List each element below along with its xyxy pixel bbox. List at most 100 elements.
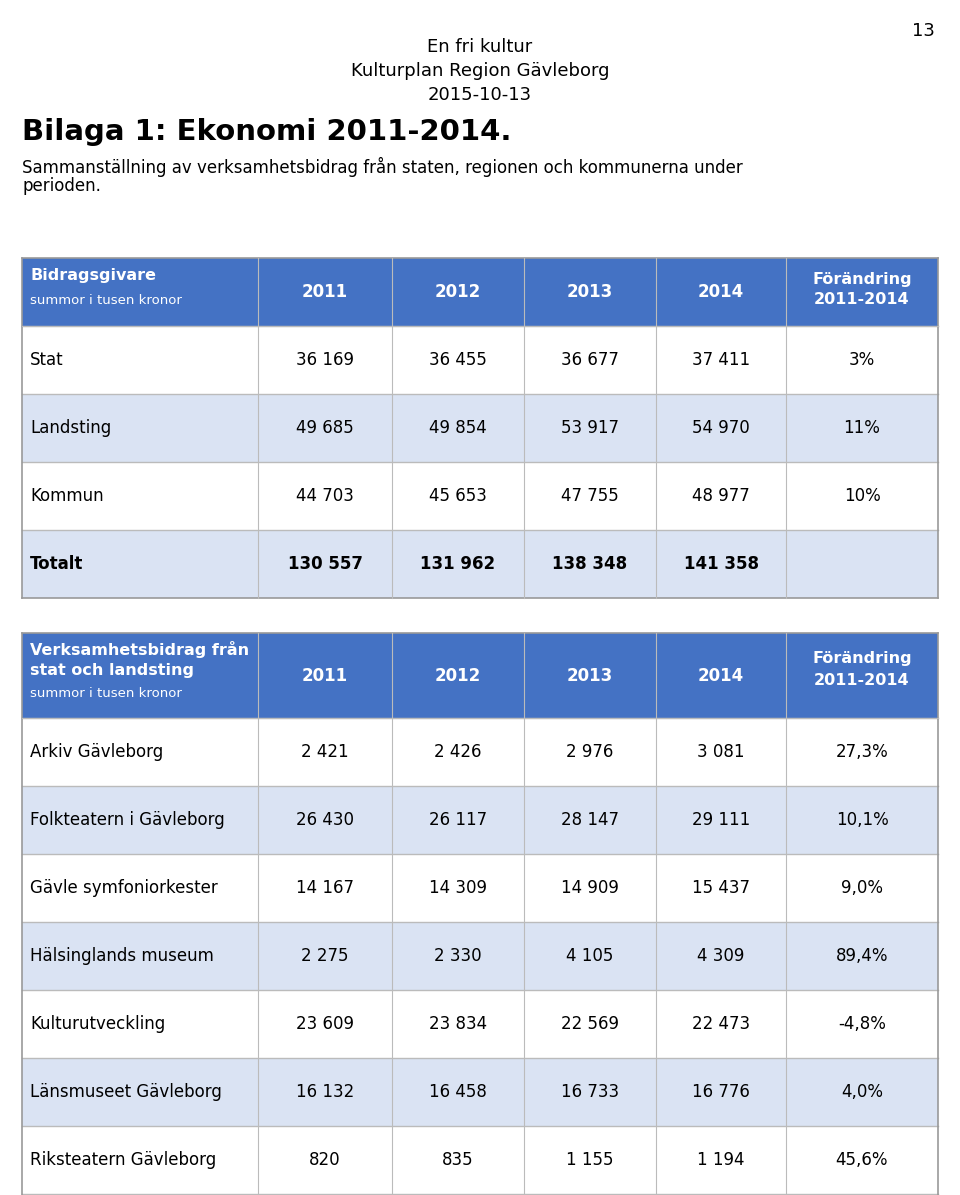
Text: Arkiv Gävleborg: Arkiv Gävleborg: [30, 743, 163, 761]
Bar: [22, 394, 938, 462]
Text: 23 609: 23 609: [296, 1015, 354, 1032]
Text: 2014: 2014: [698, 667, 744, 685]
Text: Förändring: Förändring: [812, 272, 912, 287]
Text: 44 703: 44 703: [296, 488, 354, 505]
Bar: [22, 326, 938, 394]
Text: 28 147: 28 147: [561, 811, 619, 829]
Text: Kulturplan Region Gävleborg: Kulturplan Region Gävleborg: [350, 62, 610, 80]
Text: 15 437: 15 437: [692, 880, 750, 897]
Text: Folkteatern i Gävleborg: Folkteatern i Gävleborg: [30, 811, 225, 829]
Text: Sammanställning av verksamhetsbidrag från staten, regionen och kommunerna under: Sammanställning av verksamhetsbidrag frå…: [22, 157, 743, 177]
Text: Landsting: Landsting: [30, 419, 111, 437]
Text: perioden.: perioden.: [22, 177, 101, 195]
Text: Bidragsgivare: Bidragsgivare: [30, 268, 156, 283]
Text: 141 358: 141 358: [684, 554, 758, 572]
Text: Stat: Stat: [30, 351, 63, 369]
Text: Hälsinglands museum: Hälsinglands museum: [30, 946, 214, 966]
Text: 16 458: 16 458: [429, 1083, 487, 1101]
Text: 14 167: 14 167: [296, 880, 354, 897]
Text: 29 111: 29 111: [692, 811, 750, 829]
Text: 53 917: 53 917: [561, 419, 619, 437]
Text: Totalt: Totalt: [30, 554, 84, 572]
Bar: [22, 923, 938, 989]
Bar: [22, 462, 938, 531]
Text: 2012: 2012: [435, 667, 481, 685]
Text: 22 569: 22 569: [561, 1015, 619, 1032]
Text: 89,4%: 89,4%: [836, 946, 888, 966]
Text: 45,6%: 45,6%: [836, 1151, 888, 1169]
Text: 27,3%: 27,3%: [835, 743, 888, 761]
Text: 2 421: 2 421: [301, 743, 348, 761]
Text: 37 411: 37 411: [692, 351, 750, 369]
Text: 10,1%: 10,1%: [835, 811, 888, 829]
Text: 2 275: 2 275: [301, 946, 348, 966]
Text: 4,0%: 4,0%: [841, 1083, 883, 1101]
Bar: [22, 531, 938, 598]
Text: 3%: 3%: [849, 351, 876, 369]
Text: 2 426: 2 426: [434, 743, 482, 761]
Text: 23 834: 23 834: [429, 1015, 487, 1032]
Text: 10%: 10%: [844, 488, 880, 505]
Text: Verksamhetsbidrag från: Verksamhetsbidrag från: [30, 641, 250, 658]
Text: 2011: 2011: [302, 667, 348, 685]
Text: 2 330: 2 330: [434, 946, 482, 966]
Text: Bilaga 1: Ekonomi 2011-2014.: Bilaga 1: Ekonomi 2011-2014.: [22, 118, 512, 146]
Text: -4,8%: -4,8%: [838, 1015, 886, 1032]
Text: 2014: 2014: [698, 283, 744, 301]
Text: 16 132: 16 132: [296, 1083, 354, 1101]
Text: 54 970: 54 970: [692, 419, 750, 437]
Text: 49 685: 49 685: [296, 419, 354, 437]
Text: Länsmuseet Gävleborg: Länsmuseet Gävleborg: [30, 1083, 222, 1101]
Text: 4 309: 4 309: [697, 946, 745, 966]
Text: Riksteatern Gävleborg: Riksteatern Gävleborg: [30, 1151, 216, 1169]
Text: 138 348: 138 348: [552, 554, 628, 572]
Text: 4 105: 4 105: [566, 946, 613, 966]
Text: 49 854: 49 854: [429, 419, 487, 437]
Text: 36 677: 36 677: [561, 351, 619, 369]
Text: 14 309: 14 309: [429, 880, 487, 897]
Text: 16 733: 16 733: [561, 1083, 619, 1101]
Text: 13: 13: [912, 22, 935, 39]
Text: En fri kultur: En fri kultur: [427, 38, 533, 56]
Text: 36 169: 36 169: [296, 351, 354, 369]
Text: Förändring: Förändring: [812, 651, 912, 666]
Bar: [22, 633, 938, 718]
Text: 835: 835: [443, 1151, 474, 1169]
Bar: [22, 718, 938, 786]
Text: 26 430: 26 430: [296, 811, 354, 829]
Bar: [22, 633, 938, 1195]
Text: 26 117: 26 117: [429, 811, 487, 829]
Text: 2013: 2013: [566, 667, 613, 685]
Text: 2011-2014: 2011-2014: [814, 673, 910, 688]
Text: 1 194: 1 194: [697, 1151, 745, 1169]
Text: Kommun: Kommun: [30, 488, 104, 505]
Text: summor i tusen kronor: summor i tusen kronor: [30, 294, 181, 307]
Text: 820: 820: [309, 1151, 341, 1169]
Text: stat och landsting: stat och landsting: [30, 663, 194, 678]
Bar: [22, 258, 938, 326]
Bar: [22, 854, 938, 923]
Text: 47 755: 47 755: [562, 488, 619, 505]
Text: Gävle symfoniorkester: Gävle symfoniorkester: [30, 880, 218, 897]
Text: 131 962: 131 962: [420, 554, 495, 572]
Bar: [22, 989, 938, 1058]
Text: 2012: 2012: [435, 283, 481, 301]
Text: 14 909: 14 909: [561, 880, 619, 897]
Text: 22 473: 22 473: [692, 1015, 750, 1032]
Text: 2 976: 2 976: [566, 743, 613, 761]
Text: 2015-10-13: 2015-10-13: [428, 86, 532, 104]
Text: 45 653: 45 653: [429, 488, 487, 505]
Bar: [22, 258, 938, 598]
Text: 2011: 2011: [302, 283, 348, 301]
Text: 3 081: 3 081: [697, 743, 745, 761]
Text: summor i tusen kronor: summor i tusen kronor: [30, 687, 181, 700]
Text: 130 557: 130 557: [287, 554, 363, 572]
Text: Kulturutveckling: Kulturutveckling: [30, 1015, 165, 1032]
Bar: [22, 786, 938, 854]
Text: 1 155: 1 155: [566, 1151, 613, 1169]
Text: 9,0%: 9,0%: [841, 880, 883, 897]
Text: 2013: 2013: [566, 283, 613, 301]
Text: 16 776: 16 776: [692, 1083, 750, 1101]
Text: 11%: 11%: [844, 419, 880, 437]
Bar: [22, 1126, 938, 1194]
